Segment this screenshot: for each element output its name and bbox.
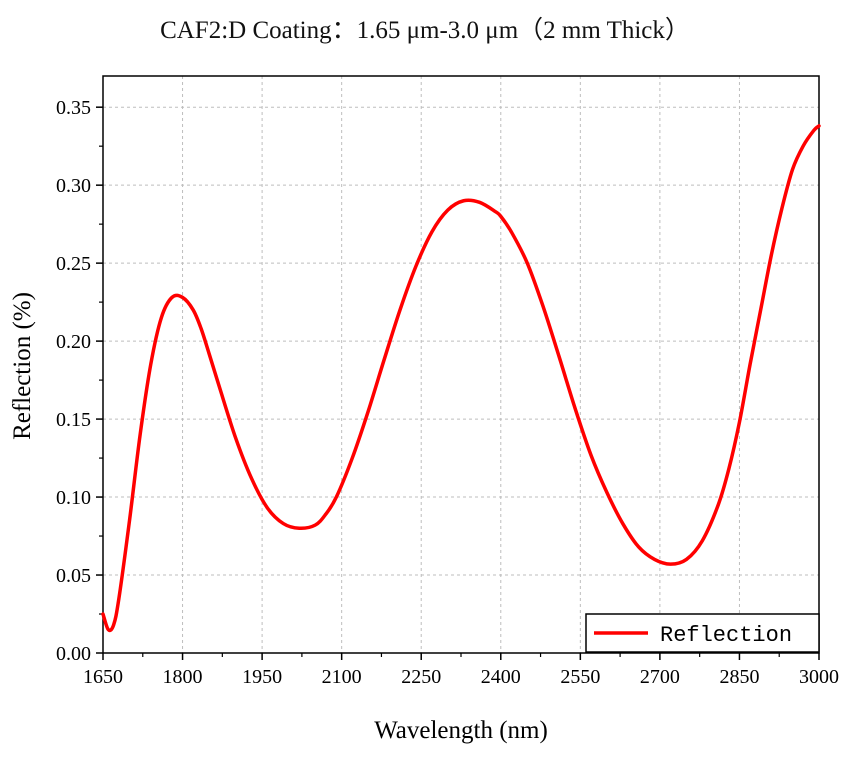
- ticks: 1650 1800 1950 2100 2250 2400 2550 2700 2850 3000…: [56, 97, 839, 688]
- y-axis-title: Reflection (%): [9, 292, 36, 440]
- x-tick-label: 2700: [640, 666, 680, 688]
- chart-title: CAF2:D Coating：1.65 μm-3.0 μm（2 mm Thick…: [160, 17, 690, 44]
- y-tick-label: 0.05: [56, 565, 91, 587]
- legend: Reflection: [585, 613, 820, 653]
- series-layer: [101, 124, 821, 633]
- y-tick-label: 0.00: [56, 643, 91, 665]
- x-tick-label: 3000: [799, 666, 839, 688]
- grid: [103, 76, 819, 653]
- y-tick-label: 0.20: [56, 331, 91, 353]
- x-tick-label: 1800: [163, 666, 203, 688]
- x-tick-label: 2100: [322, 666, 362, 688]
- x-tick-label: 2550: [560, 666, 600, 688]
- x-tick-label: 2850: [719, 666, 759, 688]
- series-line-reflection: [101, 124, 821, 633]
- y-tick-label: 0.25: [56, 253, 91, 275]
- legend-label: Reflection: [660, 623, 792, 648]
- x-tick-label: 1650: [83, 666, 123, 688]
- y-tick-label: 0.15: [56, 409, 91, 431]
- x-tick-label: 1950: [242, 666, 282, 688]
- plot-frame: [102, 75, 820, 654]
- y-tick-label: 0.10: [56, 487, 91, 509]
- x-tick-label: 2250: [401, 666, 441, 688]
- axes: [102, 75, 820, 654]
- x-tick-label: 2400: [481, 666, 521, 688]
- y-tick-label: 0.35: [56, 97, 91, 119]
- x-axis-title: Wavelength (nm): [374, 717, 548, 744]
- y-tick-label: 0.30: [56, 175, 91, 197]
